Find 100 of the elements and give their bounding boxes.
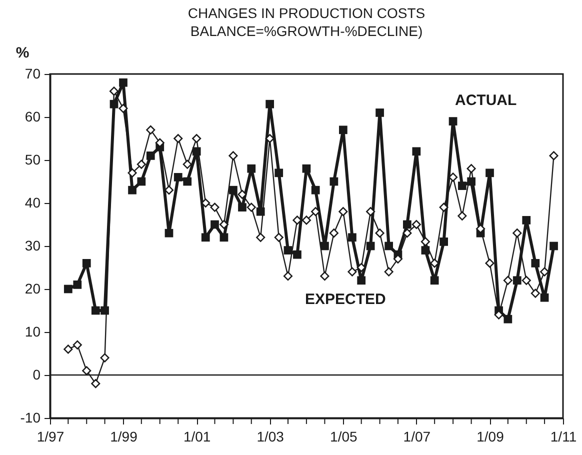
x-tick-label: 1/11 — [550, 428, 577, 444]
point — [274, 168, 284, 178]
point — [164, 228, 174, 238]
point — [522, 276, 531, 285]
point — [549, 151, 558, 160]
y-tick-label: 70 — [24, 66, 41, 82]
x-tick-label: 1/05 — [330, 428, 358, 444]
y-tick-label: 0 — [32, 366, 41, 382]
point — [246, 202, 256, 212]
series-label: ACTUAL — [455, 92, 517, 109]
point — [384, 242, 394, 250]
point — [247, 164, 256, 173]
point — [512, 228, 522, 238]
point — [210, 220, 219, 229]
point — [192, 134, 202, 144]
point — [238, 203, 246, 212]
point — [136, 160, 146, 169]
point — [357, 276, 366, 285]
y-tick-label: 30 — [24, 238, 41, 254]
point — [73, 280, 82, 289]
point — [338, 207, 348, 216]
point — [512, 276, 522, 285]
point — [183, 177, 192, 186]
point — [118, 104, 128, 113]
point — [550, 242, 558, 250]
chart-title: CHANGES IN PRODUCTION COSTS BALANCE=%GROWTH-%DECLINE) — [188, 5, 426, 39]
point — [302, 216, 311, 225]
x-tick-label: 1/09 — [476, 428, 504, 444]
point — [458, 211, 467, 220]
point — [338, 126, 348, 134]
point — [330, 177, 338, 186]
point — [182, 160, 192, 169]
x-tick-label: 1/07 — [403, 428, 431, 444]
series-label: EXPECTED — [305, 291, 386, 308]
point — [348, 233, 356, 242]
point — [128, 168, 137, 178]
point — [531, 259, 540, 268]
point — [366, 207, 376, 216]
point — [146, 152, 155, 160]
x-tick-label: 1/01 — [183, 428, 211, 444]
y-tick-label: 10 — [24, 324, 41, 340]
point — [375, 228, 384, 238]
point — [100, 353, 110, 362]
point — [220, 233, 228, 242]
point — [366, 242, 375, 250]
y-tick-label: 60 — [24, 108, 41, 124]
point — [503, 276, 512, 285]
point — [109, 86, 119, 96]
point — [238, 190, 247, 199]
point — [504, 314, 512, 324]
point — [448, 117, 458, 126]
point — [530, 288, 540, 298]
x-tick-label: 1/03 — [256, 428, 284, 444]
point — [403, 220, 412, 229]
point — [137, 177, 146, 186]
y-tick-label: 20 — [24, 280, 41, 296]
point — [82, 259, 91, 268]
x-tick-label: 1/99 — [110, 428, 138, 444]
point — [439, 202, 448, 212]
point — [458, 182, 466, 190]
point — [210, 202, 220, 212]
y-tick-label: 50 — [24, 152, 41, 168]
point — [412, 147, 421, 156]
point — [229, 186, 238, 194]
y-axis-title: % — [16, 44, 30, 62]
point — [265, 134, 274, 144]
point — [376, 108, 384, 117]
point — [128, 186, 136, 194]
point — [430, 276, 439, 285]
point — [384, 267, 394, 276]
point — [329, 228, 338, 238]
point — [274, 232, 284, 242]
point — [64, 344, 73, 354]
point — [348, 267, 357, 276]
y-tick-label: -10 — [20, 410, 41, 426]
point — [283, 272, 293, 281]
point — [466, 164, 476, 174]
point — [256, 232, 266, 242]
point — [485, 258, 494, 268]
point — [412, 220, 421, 230]
x-tick-label: 1/97 — [36, 428, 64, 444]
point — [540, 293, 549, 302]
point — [164, 186, 174, 195]
point — [72, 340, 82, 350]
point — [293, 250, 302, 259]
point — [320, 242, 329, 250]
point — [64, 284, 72, 294]
point — [82, 366, 92, 376]
point — [402, 228, 412, 238]
point — [228, 151, 238, 160]
point — [201, 233, 210, 242]
point — [174, 173, 182, 182]
point — [119, 78, 128, 87]
point — [486, 168, 494, 178]
point — [91, 379, 100, 388]
point — [356, 262, 366, 272]
point — [440, 238, 448, 246]
point — [302, 164, 311, 173]
point — [91, 306, 100, 315]
point — [320, 272, 330, 281]
